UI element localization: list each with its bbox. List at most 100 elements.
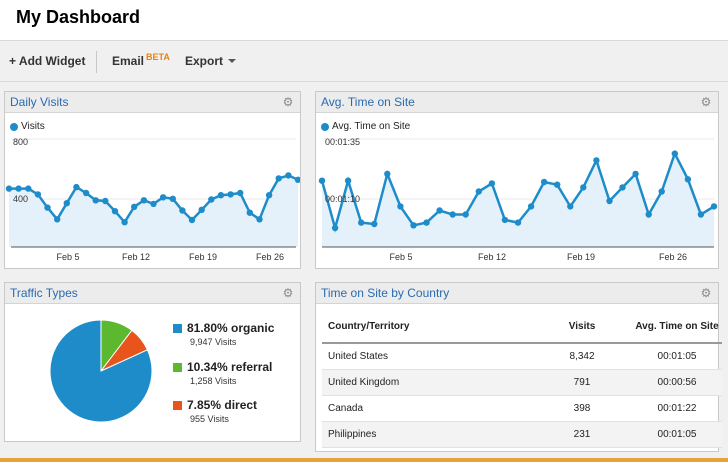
widget-header: Daily Visits ⚙ (5, 92, 300, 113)
legend-percent: 7.85% direct (187, 398, 258, 412)
country-cell[interactable]: United Kingdom (322, 369, 532, 396)
export-button[interactable]: Export (185, 54, 237, 68)
data-point (697, 211, 705, 218)
legend-swatch (173, 324, 182, 333)
legend-percent: 81.80% organic (187, 321, 275, 335)
avg-time-chart: 00:01:35 00:01:10 Feb 5 Feb 12 Feb 19 Fe… (318, 137, 718, 262)
data-point (684, 176, 692, 183)
data-point (423, 219, 430, 226)
data-point (15, 185, 22, 192)
data-point (384, 170, 391, 178)
data-point (554, 181, 561, 188)
add-widget-button[interactable]: + Add Widget (9, 54, 86, 68)
toolbar-divider (96, 51, 97, 73)
chart-legend: Visits (21, 121, 45, 132)
data-point (227, 191, 234, 198)
data-point (73, 183, 80, 191)
daily-visits-widget: Daily Visits ⚙ Visits 800 400 Feb 5 Feb … (4, 91, 301, 269)
data-point (462, 211, 469, 218)
country-cell[interactable]: Canada (322, 395, 532, 422)
data-point (169, 195, 176, 202)
table-row: Canada 398 00:01:22 (322, 395, 722, 422)
data-point (619, 184, 626, 191)
data-point (265, 192, 273, 199)
data-point (358, 219, 365, 226)
x-tick-label: Feb 12 (122, 252, 150, 262)
widget-header: Avg. Time on Site ⚙ (316, 92, 718, 113)
y-tick-label: 400 (13, 194, 28, 204)
widget-header: Time on Site by Country ⚙ (316, 283, 718, 304)
data-point (540, 178, 548, 186)
data-point (140, 197, 148, 204)
data-point (632, 170, 639, 178)
data-point (63, 200, 70, 207)
x-tick-label: Feb 19 (189, 252, 217, 262)
visits-cell: 231 (532, 421, 632, 448)
x-tick-label: Feb 5 (389, 252, 412, 262)
visits-cell: 398 (532, 395, 632, 422)
data-point (111, 208, 119, 215)
data-point (658, 188, 665, 195)
legend-dot-icon (321, 123, 329, 131)
traffic-types-widget: Traffic Types ⚙ 81.80% organic 9,947 Vis… (4, 282, 301, 442)
y-tick-label: 00:01:35 (325, 137, 360, 147)
data-point (25, 185, 32, 192)
daily-visits-chart: 800 400 Feb 5 Feb 12 Feb 19 Feb 26 (5, 137, 300, 262)
chart-legend: Avg. Time on Site (332, 121, 411, 132)
data-point (34, 191, 42, 198)
email-label: Email (112, 54, 145, 68)
legend-visits: 1,258 Visits (190, 376, 237, 386)
x-tick-label: Feb 12 (478, 252, 506, 262)
data-point (344, 177, 352, 184)
data-point (159, 194, 167, 201)
gear-icon[interactable]: ⚙ (700, 95, 712, 109)
visits-cell: 791 (532, 369, 632, 396)
toolbar: + Add Widget Email BETA Export (0, 40, 728, 82)
page-title: My Dashboard (16, 7, 141, 27)
data-point (449, 211, 456, 218)
series-area (9, 175, 298, 247)
data-point (397, 203, 404, 210)
gear-icon[interactable]: ⚙ (282, 95, 294, 109)
email-button[interactable]: Email BETA (112, 52, 170, 68)
bottom-accent-bar (0, 458, 728, 462)
data-point (131, 203, 138, 210)
avg-time-widget: Avg. Time on Site ⚙ Avg. Time on Site 00… (315, 91, 719, 269)
column-header[interactable]: Visits (532, 311, 632, 344)
data-point (318, 177, 326, 184)
widget-title[interactable]: Avg. Time on Site (321, 95, 415, 109)
legend-dot-icon (10, 123, 18, 131)
data-point (150, 200, 157, 208)
widget-title[interactable]: Daily Visits (10, 95, 69, 109)
data-point (54, 216, 61, 223)
gear-icon[interactable]: ⚙ (282, 286, 294, 300)
traffic-pie-chart (49, 319, 153, 423)
x-tick-label: Feb 26 (659, 252, 687, 262)
data-point (246, 209, 253, 216)
data-point (606, 197, 613, 205)
data-point (671, 150, 678, 157)
widget-title[interactable]: Time on Site by Country (321, 286, 450, 300)
time-cell: 00:00:56 (632, 369, 722, 396)
pie-slice-organic (49, 319, 153, 423)
data-point (514, 219, 522, 226)
country-widget: Time on Site by Country ⚙ Country/Territ… (315, 282, 722, 452)
column-header[interactable]: Country/Territory (322, 311, 532, 344)
data-point (331, 224, 339, 232)
x-tick-label: Feb 19 (567, 252, 595, 262)
country-cell[interactable]: Philippines (322, 421, 532, 448)
country-cell[interactable]: United States (322, 343, 532, 370)
table-row: United States 8,342 00:01:05 (322, 343, 722, 370)
country-table: Country/Territory Visits Avg. Time on Si… (322, 311, 722, 448)
gear-icon[interactable]: ⚙ (700, 286, 712, 300)
legend-swatch (173, 401, 182, 410)
data-point (501, 216, 509, 224)
column-header[interactable]: Avg. Time on Site (632, 311, 722, 344)
widget-header: Traffic Types ⚙ (5, 283, 300, 304)
widget-title[interactable]: Traffic Types (10, 286, 78, 300)
data-point (475, 188, 482, 195)
data-point (44, 204, 51, 211)
export-label: Export (185, 54, 224, 68)
data-point (92, 197, 99, 204)
data-point (294, 176, 300, 183)
